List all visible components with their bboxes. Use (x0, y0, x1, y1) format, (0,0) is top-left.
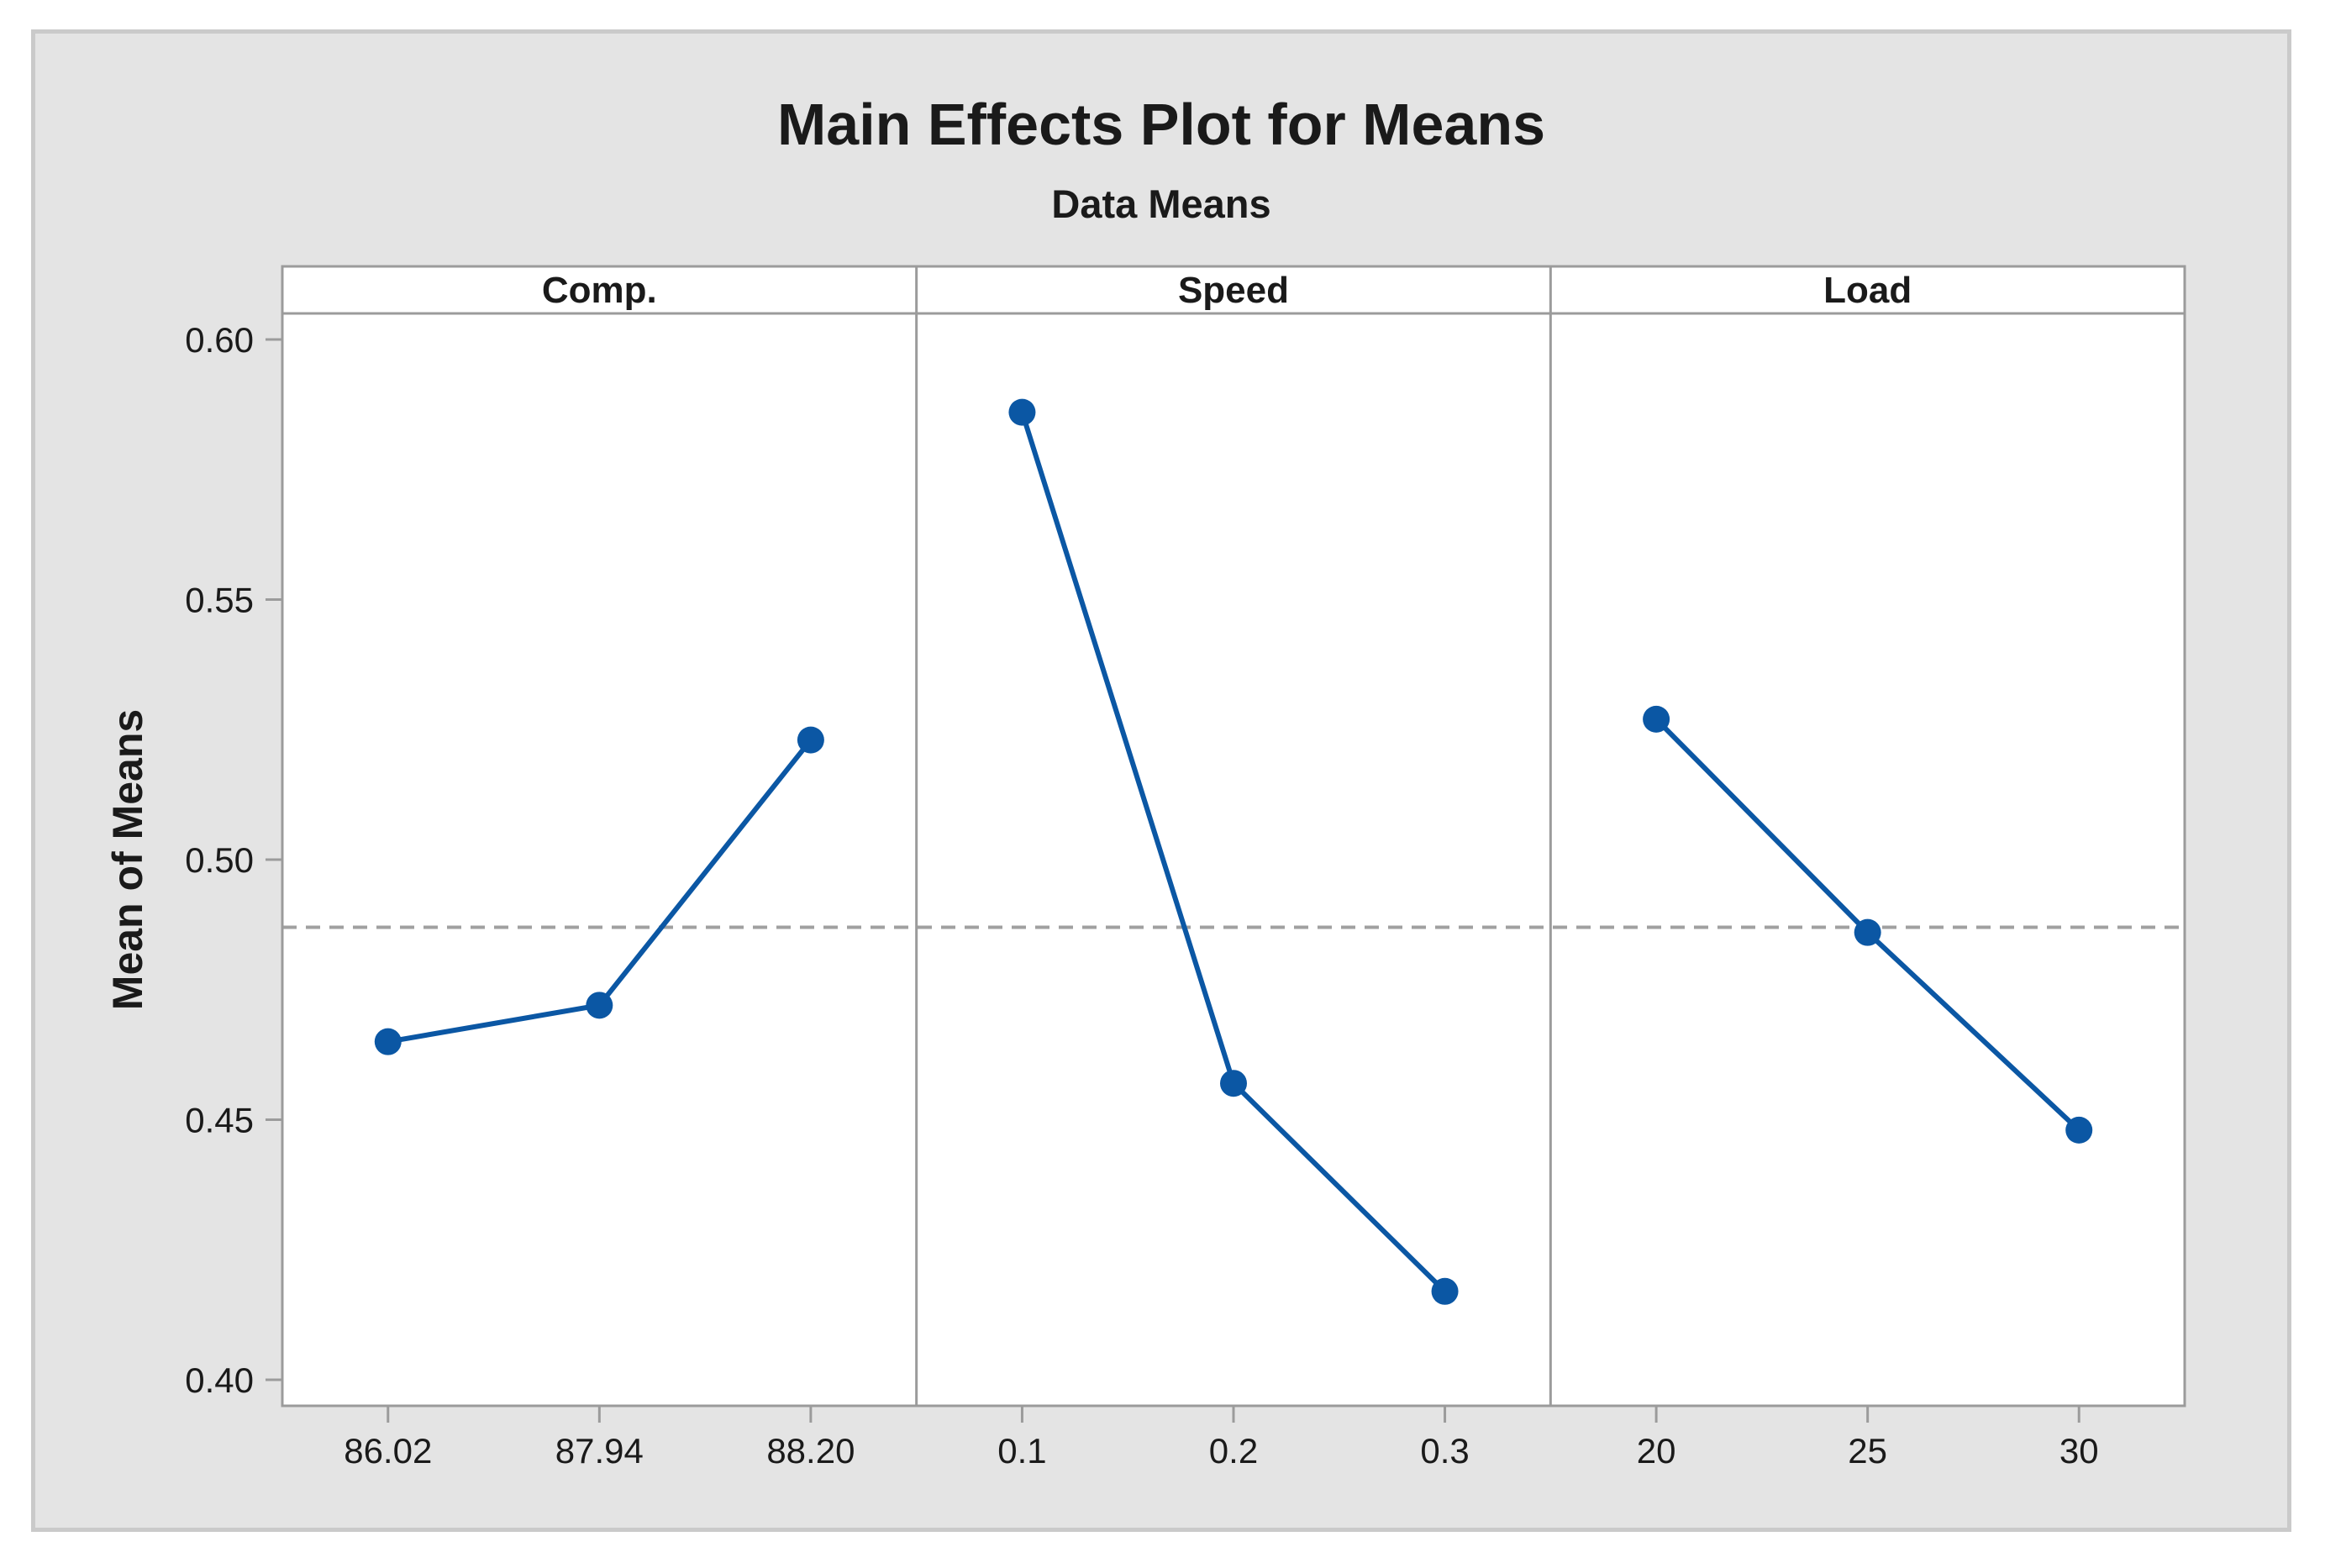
panel-header-comp: Comp. (541, 270, 657, 311)
plot-area (282, 266, 2185, 1406)
chart-title: Main Effects Plot for Means (776, 92, 1546, 157)
data-point (2065, 1116, 2093, 1144)
x-tick-label: 0.1 (997, 1431, 1046, 1471)
x-tick-label: 0.2 (1209, 1431, 1258, 1471)
data-point (1431, 1277, 1459, 1305)
x-tick-label: 25 (1848, 1431, 1887, 1471)
x-tick-label: 0.3 (1420, 1431, 1469, 1471)
data-point (374, 1028, 402, 1055)
x-tick-label: 86.02 (344, 1431, 432, 1471)
data-point (1854, 918, 1881, 946)
panel-header-speed: Speed (1177, 270, 1289, 311)
y-tick-label: 0.50 (185, 840, 254, 880)
chart-subtitle: Data Means (1051, 182, 1271, 226)
y-tick-label: 0.60 (185, 320, 254, 360)
data-point (797, 726, 824, 754)
x-tick-label: 88.20 (766, 1431, 855, 1471)
x-tick-label: 87.94 (555, 1431, 644, 1471)
y-tick-label: 0.40 (185, 1360, 254, 1400)
data-point (586, 992, 613, 1019)
plot-frame (281, 265, 2186, 1408)
y-axis-label: Mean of Means (104, 708, 151, 1011)
x-tick-label: 20 (1637, 1431, 1676, 1471)
y-tick-label: 0.45 (185, 1101, 254, 1140)
data-point (1643, 705, 1670, 733)
data-point (1220, 1070, 1247, 1097)
panel-header-load: Load (1823, 270, 1912, 311)
data-point (1008, 398, 1036, 426)
y-tick-label: 0.55 (185, 580, 254, 619)
x-tick-label: 30 (2059, 1431, 2099, 1471)
